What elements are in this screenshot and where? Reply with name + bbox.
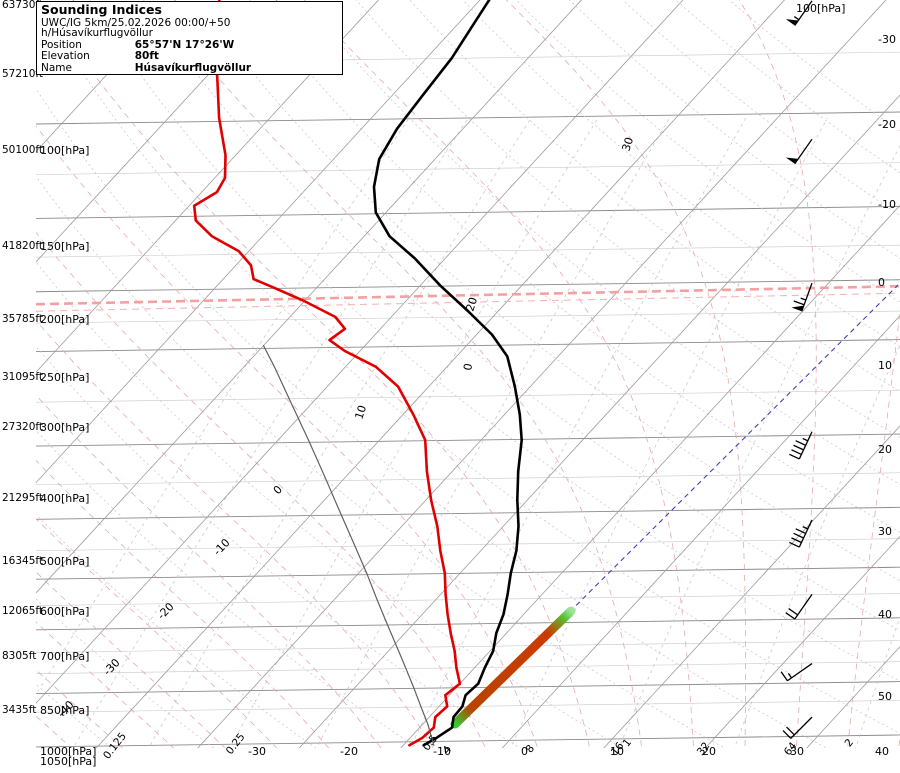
isotherm-gridlines [36, 0, 900, 748]
temperature-tick-label: -20 [878, 118, 896, 131]
wind-barbs [780, 0, 813, 739]
isotherm-label: -30 [101, 656, 123, 678]
row-value: 80ft [134, 50, 159, 62]
altitude-tick-label: 63730ft [2, 0, 44, 11]
sounding-curves [192, 0, 523, 747]
temperature-tick-label: 0 [878, 276, 885, 289]
altitude-tick-label: 35785ft [2, 313, 44, 325]
temperature-tick-label: -20 [340, 745, 358, 758]
pressure-tick-label: 200[hPa] [40, 313, 90, 326]
temperature-tick-label: 40 [878, 608, 892, 621]
altitude-tick-label: 3435ft [2, 704, 37, 716]
pressure-tick-label: 100[hPa] [796, 2, 846, 15]
temperature-tick-label: 10 [610, 745, 624, 758]
dry-adiabat-gridlines [36, 0, 900, 748]
pressure-tick-label: 100[hPa] [40, 144, 90, 157]
pressure-tick-label: 150[hPa] [40, 240, 90, 253]
pressure-tick-label: 250[hPa] [40, 371, 90, 384]
temperature-tick-label: -30 [878, 33, 896, 46]
altitude-tick-label: 27320ft [2, 421, 44, 433]
temperature-tick-label: -10 [878, 198, 896, 211]
altitude-tick-label: 31095ft [2, 371, 44, 383]
row-label: Elevation [41, 50, 90, 62]
panel-title: Sounding Indices [41, 2, 162, 17]
pressure-tick-label: 1050[hPa] [40, 755, 97, 768]
temperature-tick-label: 30 [790, 745, 804, 758]
altitude-tick-label: 8305ft [2, 650, 37, 662]
panel-rows: Position 65°57'N 17°26'W Elevation 80ft … [37, 38, 342, 75]
altitude-tick-label: 21295ft [2, 492, 44, 504]
dry-adiabat-label: 20 [463, 296, 480, 313]
temperature-tick-label: 20 [878, 443, 892, 456]
pressure-tick-label: 500[hPa] [40, 555, 90, 568]
row-value: Húsavíkurflugvöllur [134, 61, 252, 74]
pressure-tick-label: 400[hPa] [40, 492, 90, 505]
altitude-tick-label: 16345ft [2, 555, 44, 567]
dry-adiabat-label: 10 [352, 404, 369, 421]
special-reference-lines [36, 284, 900, 727]
temperature-tick-label: 10 [878, 359, 892, 372]
temperature-tick-label: -10 [433, 745, 451, 758]
isotherm-label: -10 [211, 536, 233, 558]
temperature-tick-label: 40 [875, 745, 889, 758]
dry-adiabat-label: 0 [461, 362, 475, 371]
row-label: Position [41, 38, 82, 51]
temperature-tick-label: 0 [521, 745, 528, 758]
altitude-tick-label: 50100ft [2, 144, 44, 156]
table-row: Name Húsavíkurflugvöllur [37, 61, 342, 75]
dry-adiabat-label: 30 [619, 136, 636, 153]
temperature-tick-label: 20 [702, 745, 716, 758]
isotherm-label: 0 [271, 483, 285, 497]
pressure-tick-label: 300[hPa] [40, 421, 90, 434]
temperature-tick-label: 50 [878, 690, 892, 703]
altitude-tick-label: 57210ft [2, 68, 44, 80]
altitude-tick-label: 41820ft [2, 240, 44, 252]
pressure-tick-label: 700[hPa] [40, 650, 90, 663]
pressure-tick-label: 600[hPa] [40, 605, 90, 618]
isobar-gridlines [36, 51, 900, 748]
altitude-tick-label: 12065ft [2, 605, 44, 617]
row-value: 65°57'N 17°26'W [134, 38, 235, 51]
row-label: Name [41, 61, 72, 74]
pressure-tick-label: 850[hPa] [40, 704, 90, 717]
mixing-ratio-gridlines [36, 117, 900, 748]
temperature-tick-label: -30 [248, 745, 266, 758]
thermal-gradient-bar [450, 606, 576, 729]
table-row: Position 65°57'N 17°26'W [37, 38, 342, 52]
pressure-tick-label: 1000[hPa] [40, 745, 97, 758]
table-row: Elevation 80ft [37, 51, 342, 63]
sounding-indices-panel: Sounding Indices UWC/IG 5km/25.02.2026 0… [36, 1, 343, 75]
temperature-tick-label: 30 [878, 525, 892, 538]
panel-subtitle: UWC/IG 5km/25.02.2026 00:00/+50 h/Húsaví… [41, 16, 231, 39]
